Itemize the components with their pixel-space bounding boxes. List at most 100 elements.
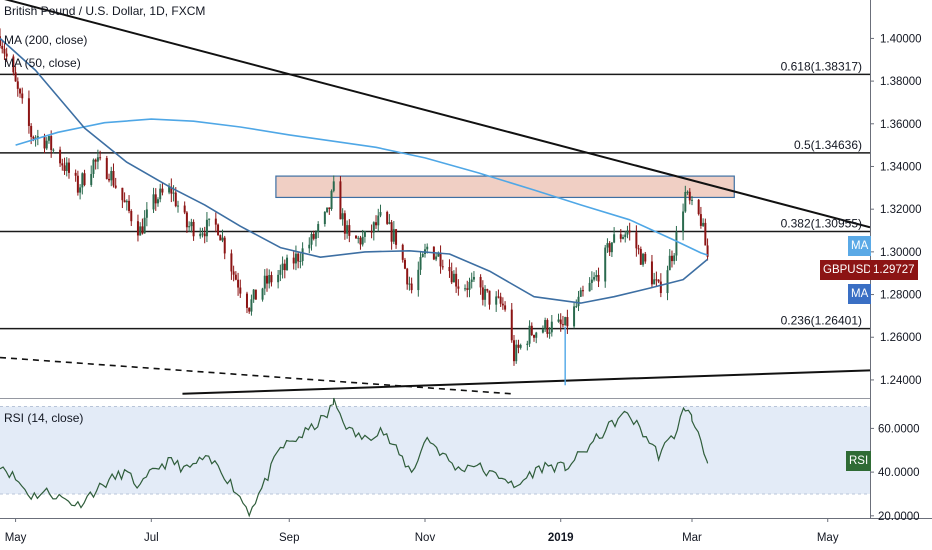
candle-body: [528, 325, 531, 344]
candle-body: [608, 243, 611, 253]
candle-body: [606, 243, 609, 248]
candle-body: [577, 296, 580, 307]
candle-body: [706, 245, 709, 257]
trendline-descending: [4, 0, 870, 229]
candle-body: [639, 249, 642, 265]
candle-body: [484, 289, 487, 300]
candle-body: [208, 218, 211, 220]
candle-body: [595, 274, 598, 278]
candle-body: [270, 275, 273, 283]
candle-body: [286, 257, 289, 271]
candle-body: [377, 215, 380, 226]
candle-body: [14, 72, 17, 82]
candle-body: [370, 231, 373, 233]
candle-body: [515, 344, 518, 362]
candle-body: [686, 191, 689, 193]
candle-body: [92, 159, 95, 174]
candle-body: [486, 289, 489, 291]
candle-body: [154, 194, 157, 204]
candle-body: [702, 222, 705, 226]
candle-body: [363, 231, 366, 237]
candle-body: [130, 210, 133, 222]
time-tick-label: Mar: [682, 532, 702, 544]
candle-body: [579, 290, 582, 297]
price-tick-label: 1.24000: [880, 375, 922, 387]
fib-level-label: 0.618(1.38317): [781, 59, 862, 73]
price-tick-label: 1.36000: [880, 119, 922, 131]
candle-body: [550, 321, 553, 333]
rsi-legend[interactable]: RSI (14, close): [4, 411, 84, 425]
rsi-line: [0, 397, 709, 518]
price-tick-label: 1.30000: [880, 247, 922, 259]
candle-body: [74, 172, 77, 176]
candle-body: [622, 237, 625, 239]
candle-body: [564, 317, 567, 326]
candle-body: [136, 221, 139, 236]
candle-body: [688, 191, 691, 201]
candle-body: [283, 263, 286, 271]
candle-body: [512, 340, 515, 362]
candle-body: [637, 248, 640, 250]
ma50-price-tag: MA: [848, 284, 872, 304]
candle-body: [388, 222, 391, 224]
candle-body: [470, 279, 473, 282]
fib-level-label: 0.5(1.34636): [794, 138, 862, 152]
candle-body: [495, 296, 498, 305]
candle-body: [79, 187, 82, 193]
candle-body: [312, 234, 315, 239]
resistance-zone: [275, 175, 735, 199]
ma200-legend[interactable]: MA (200, close): [4, 33, 88, 47]
candle-body: [177, 205, 180, 207]
candle-body: [690, 199, 693, 201]
candle-body: [541, 329, 544, 333]
candle-body: [455, 273, 458, 287]
candle-body: [457, 286, 460, 289]
candle-body: [535, 332, 538, 338]
candle-body: [610, 242, 613, 253]
candle-body: [533, 334, 536, 338]
candle-body: [559, 319, 562, 325]
candle-body: [626, 230, 629, 235]
candle-body: [526, 343, 529, 346]
candle-body: [390, 222, 393, 242]
candle-body: [604, 247, 607, 282]
candle-body: [326, 207, 329, 212]
candle-body: [232, 271, 235, 275]
candle-body: [108, 178, 111, 181]
candle-body: [386, 212, 389, 224]
rsi-tick-label: 60.0000: [878, 423, 920, 435]
candle-body: [76, 175, 79, 193]
candle-body: [65, 162, 68, 171]
candle-body: [221, 237, 224, 241]
candle-body: [501, 303, 504, 306]
price-tick-label: 1.34000: [880, 161, 922, 173]
rsi-tick-label: 20.0000: [878, 511, 920, 523]
candle-body: [372, 222, 375, 233]
fib-level-label: 0.382(1.30955): [781, 216, 862, 230]
candle-body: [561, 324, 564, 326]
candle-body: [205, 219, 208, 237]
candle-body: [239, 287, 242, 294]
candle-body: [410, 283, 413, 291]
ma50-legend[interactable]: MA (50, close): [4, 56, 81, 70]
candle-body: [439, 252, 442, 267]
candle-body: [417, 269, 420, 291]
candle-body: [27, 98, 30, 126]
ma200-price-tag: MA: [848, 236, 872, 256]
candle-body: [281, 263, 284, 271]
candle-body: [699, 214, 702, 226]
candle-body: [123, 200, 126, 203]
candle-body: [635, 232, 638, 249]
candle-body: [499, 296, 502, 304]
candle-body: [517, 344, 520, 348]
candle-body: [237, 279, 240, 288]
time-tick-label: May: [817, 532, 839, 544]
candle-body: [435, 256, 438, 260]
candle-body: [185, 212, 188, 228]
candle-body: [673, 255, 676, 262]
candle-body: [141, 226, 144, 234]
candle-body: [573, 306, 576, 327]
candle-body: [575, 306, 578, 308]
candle-body: [650, 261, 653, 285]
